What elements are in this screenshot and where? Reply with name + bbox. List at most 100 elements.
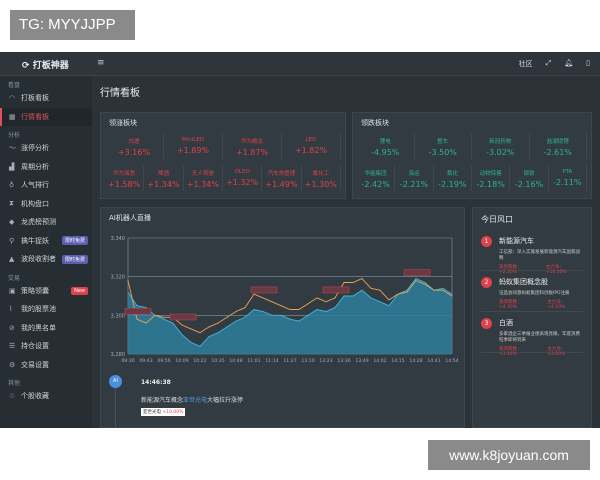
sector-cell[interactable]: OLED +1.32% xyxy=(223,165,263,191)
data-point xyxy=(289,318,291,320)
risk-stat: 涨停家数：+2.20% xyxy=(499,265,522,275)
risk-item[interactable]: 1 新能源汽车 工信部：深入实施发展新能源汽车国家战略 涨停家数：+2.20% 主力净：… xyxy=(481,230,583,275)
sidebar-badge: 限时免费 xyxy=(61,254,88,264)
logo[interactable]: ⟳ 打板神器 xyxy=(22,61,69,71)
sidebar-item-0[interactable]: ☆ 个股收藏 xyxy=(0,387,92,406)
sidebar-item-0[interactable]: ◠ 打板看板 xyxy=(0,89,92,108)
live-title: AI机器人直播 xyxy=(109,214,151,222)
sector-cell[interactable]: 锂电 -4.95% xyxy=(357,133,415,159)
data-point xyxy=(154,314,156,316)
sector-cell[interactable]: 无人驾驶 +1.34% xyxy=(184,165,223,191)
sector-change: -2.19% xyxy=(438,180,467,189)
y-tick-label: 3,300 xyxy=(111,313,125,319)
stock-tag[interactable]: 亚世光电 +10.00% xyxy=(141,408,186,416)
sidebar-item-3[interactable]: ☰ 持仓设置 xyxy=(0,337,92,356)
sector-change: -3.50% xyxy=(428,148,457,157)
sector-change: -3.02% xyxy=(486,148,515,157)
sidebar-item-6[interactable]: ▲ 波段收割者 限时免费 xyxy=(0,250,92,269)
sector-change: +1.30% xyxy=(304,180,337,189)
sidebar-item-4[interactable]: ⚙ 交易设置 xyxy=(0,356,92,375)
sidebar-item-0[interactable]: 〜涨停分析 xyxy=(0,139,92,158)
sidebar-item-label: 波段收割者 xyxy=(21,255,56,264)
sector-name: 钢铁 xyxy=(523,171,535,177)
losers-title: 领跌板块 xyxy=(361,119,389,127)
exit-icon[interactable]: ▯ xyxy=(586,59,590,67)
expand-icon[interactable]: ⤢ xyxy=(545,59,552,67)
x-tick-label: 13:36 xyxy=(337,358,350,364)
x-tick-label: 14:02 xyxy=(373,358,386,364)
gainers-panel: 领涨板块 白酒 +3.16% MiniLED +1.89% 华为概念 +1.87% LED +… xyxy=(100,112,346,199)
sidebar-badge: 限时免费 xyxy=(61,236,88,246)
bell-icon[interactable]: 🔔︎ xyxy=(564,59,574,67)
sidebar-item-0[interactable]: ▣ 策略领囊 New xyxy=(0,282,92,301)
data-point xyxy=(343,295,345,297)
sector-cell[interactable]: 盐湖提锂 -2.61% xyxy=(530,133,587,159)
x-tick-label: 13:49 xyxy=(355,358,368,364)
sidebar-item-5[interactable]: ⚲ 擒牛捉妖 限时免费 xyxy=(0,232,92,251)
trend-icon: 〜 xyxy=(9,144,16,153)
stock-link[interactable]: 亚世光电 xyxy=(183,397,208,404)
sidebar-item-label: 涨停分析 xyxy=(21,144,49,153)
sector-name: OLED xyxy=(234,169,250,175)
data-point xyxy=(352,295,354,297)
watermark-top: TG: MYYJJPP xyxy=(10,10,135,40)
sector-cell[interactable]: 钢铁 -2.16% xyxy=(510,165,549,191)
sector-cell[interactable]: PTA -2.11% xyxy=(549,165,587,191)
data-point xyxy=(352,281,354,283)
community-link[interactable]: 社区 xyxy=(518,60,533,68)
data-point xyxy=(451,293,453,295)
sector-cell[interactable]: 华为概念 +1.87% xyxy=(223,133,282,159)
page-title: 行情看板 xyxy=(100,88,140,99)
x-tick-label: 10:48 xyxy=(229,358,242,364)
risk-item-title: 蚂蚁集团概念股 xyxy=(499,278,548,286)
sidebar-item-3[interactable]: ⧗ 机构盘口 xyxy=(0,195,92,214)
sector-cell[interactable]: 氟化 -2.19% xyxy=(434,165,472,191)
sector-change: -2.11% xyxy=(553,178,582,187)
data-point xyxy=(163,316,165,318)
sector-cell[interactable]: 动物保健 -2.18% xyxy=(472,165,511,191)
hamburger-icon[interactable]: ≡ xyxy=(97,58,105,68)
data-point xyxy=(289,309,291,311)
risk-stat: 涨停家数：+3.16% xyxy=(499,347,522,357)
sidebar-item-2[interactable]: ⊘ 我的黑名单 xyxy=(0,319,92,338)
sector-change: -2.61% xyxy=(543,148,572,157)
x-tick-label: 09:43 xyxy=(139,358,152,364)
sidebar-item-label: 打板看板 xyxy=(21,94,49,103)
sector-cell[interactable]: 海运 -2.21% xyxy=(395,165,434,191)
sector-cell[interactable]: 汽车热管理 +1.49% xyxy=(262,165,302,191)
sector-cell[interactable]: MiniLED +1.89% xyxy=(164,133,223,159)
sector-cell[interactable]: 新冠药物 -3.02% xyxy=(472,133,530,159)
sidebar-item-label: 行情看板 xyxy=(21,112,49,121)
sector-change: -4.95% xyxy=(371,148,400,157)
sector-name: LED xyxy=(305,137,317,143)
risk-item[interactable]: 2 蚂蚁集团概念股 证监会同意蚂蚁集团科创板IPO注册 涨停家数：+4.30% 主力净：… xyxy=(481,271,583,312)
data-point xyxy=(424,283,426,285)
sidebar-item-2[interactable]: ♁ 人气排行 xyxy=(0,176,92,195)
data-point xyxy=(442,287,444,289)
data-point xyxy=(244,307,246,309)
sector-cell[interactable]: 白酒 +3.16% xyxy=(105,133,164,159)
sidebar-item-4[interactable]: ◆ 龙虎榜预测 xyxy=(0,213,92,232)
sector-cell[interactable]: LED +1.82% xyxy=(282,133,341,159)
x-tick-label: 14:28 xyxy=(409,358,422,364)
sector-cell[interactable]: 啤酒 +1.34% xyxy=(144,165,184,191)
x-tick-label: 11:14 xyxy=(265,358,278,364)
sector-change: +1.32% xyxy=(226,178,259,187)
sector-cell[interactable]: 氟化工 +1.30% xyxy=(302,165,341,191)
data-point xyxy=(262,297,264,299)
sector-name: 华能集团 xyxy=(364,171,387,177)
sector-name: 白酒 xyxy=(128,139,140,145)
series-area xyxy=(128,278,452,354)
sidebar-item-1[interactable]: ▟ 周期分析 xyxy=(0,158,92,177)
data-point xyxy=(253,293,255,295)
sector-cell[interactable]: 整车 -3.50% xyxy=(415,133,472,159)
sidebar-item-1[interactable]: ⌇ 我的股票池 xyxy=(0,300,92,319)
risk-item[interactable]: 3 白酒 多家酒企三季报业绩表现亮眼，年底消费旺季即将到来 涨停家数：+3.16% 主力… xyxy=(481,312,583,357)
data-point xyxy=(217,332,219,334)
risk-item-title: 白酒 xyxy=(499,319,513,327)
sector-change: +1.58% xyxy=(108,180,141,189)
sector-cell[interactable]: 华能集团 -2.42% xyxy=(357,165,396,191)
sidebar-item-1[interactable]: ▦ 行情看板 xyxy=(0,107,92,126)
sector-cell[interactable]: 华为海思 +1.58% xyxy=(105,165,145,191)
sidebar-item-label: 我的黑名单 xyxy=(21,323,56,332)
